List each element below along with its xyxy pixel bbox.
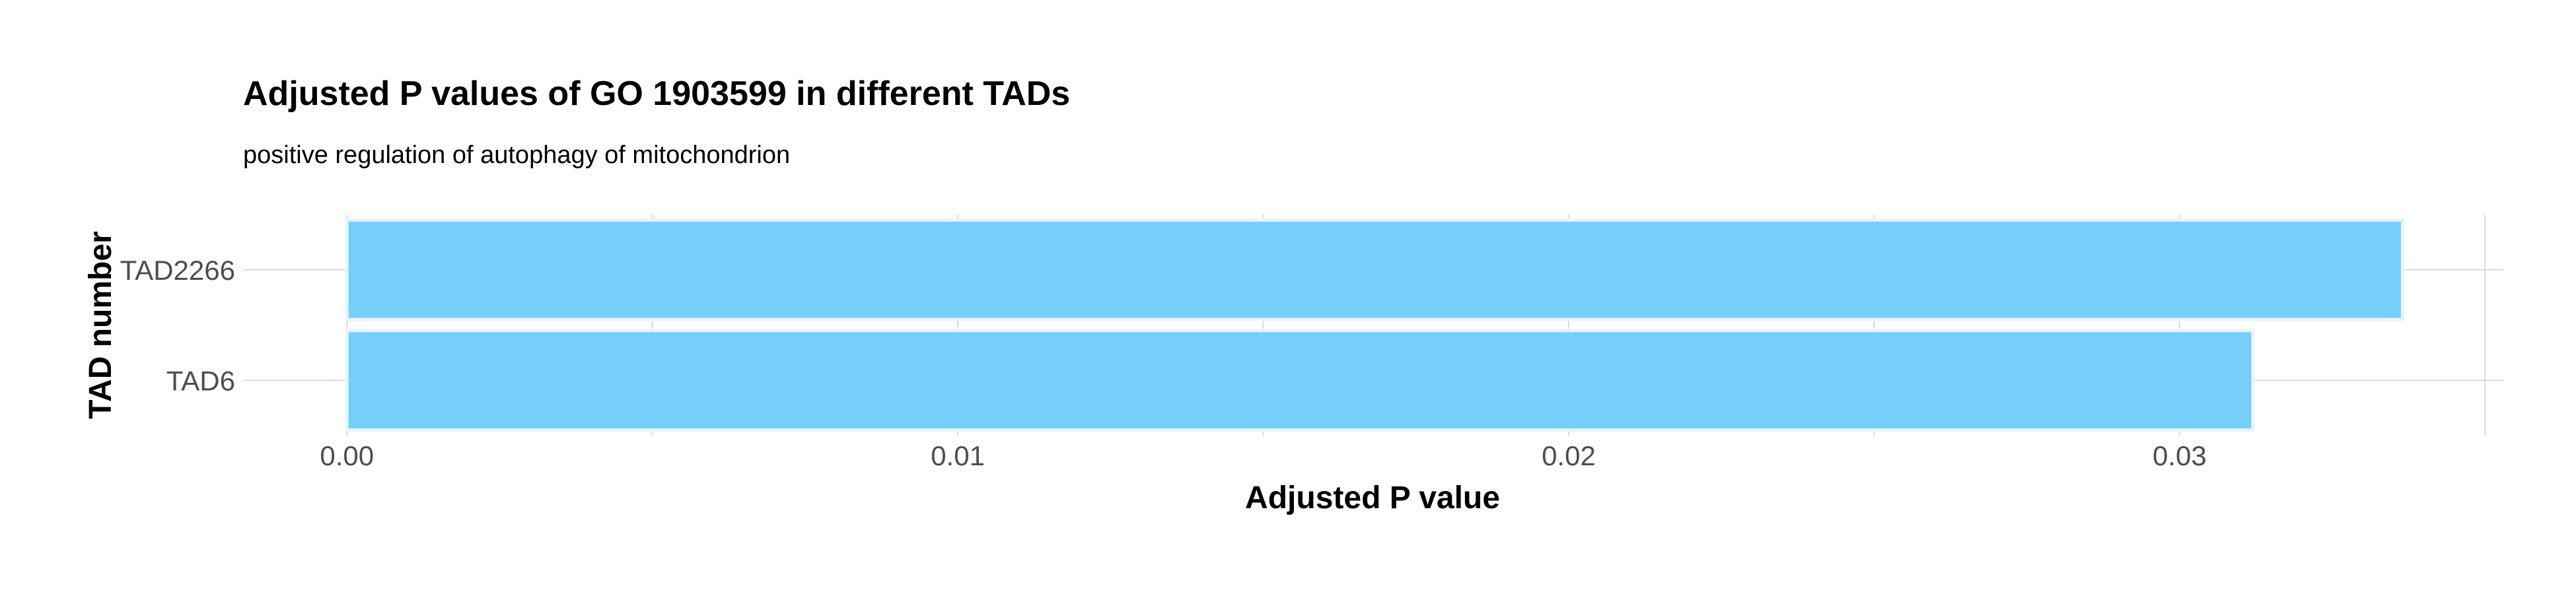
chart-title: Adjusted P values of GO 1903599 in diffe… <box>243 75 1071 113</box>
x-tick-label: 0.03 <box>2153 440 2207 471</box>
y-tick-label: TAD6 <box>166 365 235 396</box>
x-axis-title: Adjusted P value <box>1245 480 1500 515</box>
y-axis-title: TAD number <box>83 231 118 418</box>
bar-tad6 <box>345 329 2255 432</box>
x-tick-label: 0.01 <box>931 440 985 471</box>
x-tick-label: 0.02 <box>1542 440 1596 471</box>
bar-tad2266 <box>345 218 2404 321</box>
y-tick-label: TAD2266 <box>120 255 235 286</box>
chart-subtitle: positive regulation of autophagy of mito… <box>243 141 791 169</box>
x-tick-label: 0.00 <box>320 440 374 471</box>
